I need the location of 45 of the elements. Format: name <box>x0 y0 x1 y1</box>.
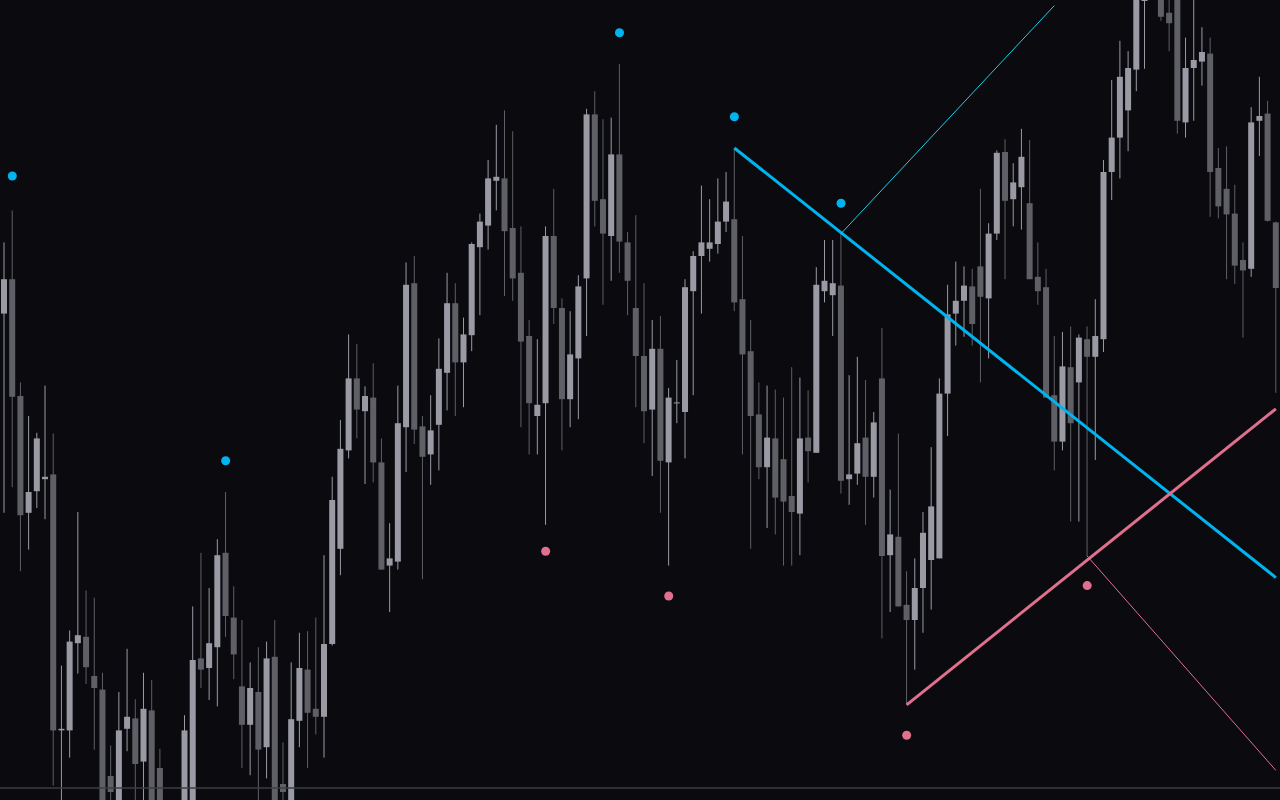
candlestick <box>1092 298 1099 461</box>
point <box>902 730 912 740</box>
point <box>1082 581 1092 591</box>
point <box>7 171 17 181</box>
point <box>614 28 624 38</box>
candlestick <box>846 374 853 506</box>
candlestick <box>1166 0 1173 52</box>
candlestick <box>534 338 541 455</box>
point <box>541 546 551 556</box>
candlestick <box>805 389 812 483</box>
candlestick <box>829 239 836 337</box>
point <box>729 112 739 122</box>
candlestick <box>386 522 393 613</box>
candlestick <box>124 648 131 752</box>
candlestick <box>91 597 98 751</box>
candlestick <box>362 385 369 485</box>
candlestick <box>312 617 319 735</box>
candlestick <box>427 394 434 486</box>
candlestick <box>952 261 959 347</box>
candlestick <box>887 489 894 613</box>
candlestick <box>1198 26 1205 87</box>
candlestick <box>1141 0 1148 70</box>
candlestick <box>706 198 713 263</box>
point <box>836 198 846 208</box>
candlestick <box>1034 241 1041 306</box>
point <box>221 456 231 466</box>
candlestick <box>1190 0 1197 122</box>
candlestick <box>961 265 967 338</box>
candlestick <box>714 177 721 255</box>
candlestick <box>1084 325 1091 557</box>
candlestick <box>821 239 828 303</box>
candlestick <box>74 511 81 675</box>
candlestick <box>1010 162 1017 227</box>
candlestick <box>25 415 32 551</box>
candlestick <box>903 570 910 706</box>
candlestick <box>1157 0 1164 22</box>
candlestick <box>1239 241 1246 339</box>
point <box>664 591 674 601</box>
candlestick <box>197 552 204 689</box>
candlestick <box>788 366 795 567</box>
candlestick <box>1256 76 1263 157</box>
candlestick <box>493 124 500 211</box>
candlestick <box>673 359 680 424</box>
candlestick <box>723 171 730 233</box>
candlestick <box>698 185 705 315</box>
